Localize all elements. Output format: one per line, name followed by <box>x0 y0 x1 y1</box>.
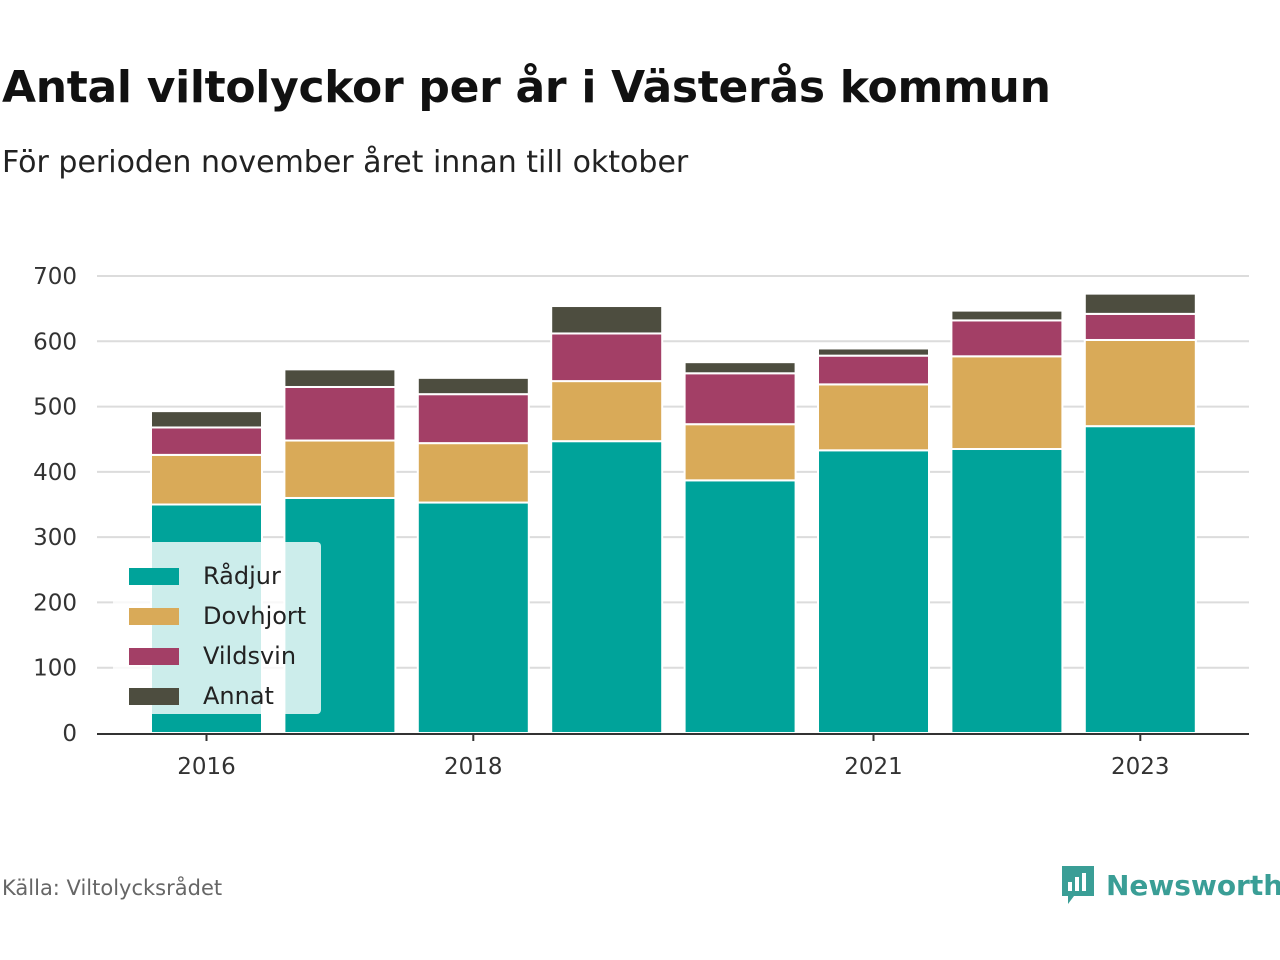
bar-2019-rådjur <box>550 440 664 734</box>
bar-2023-rådjur <box>1083 425 1197 734</box>
bar-2021-rådjur <box>817 449 930 734</box>
x-axis <box>97 733 1249 741</box>
legend-swatch-vildsvin <box>129 647 179 665</box>
x-tick-label: 2023 <box>1111 754 1170 780</box>
bar-2016-vildsvin <box>150 426 263 456</box>
source-note: Källa: Viltolycksrådet <box>2 876 223 900</box>
brand-logo: Newsworthy <box>1060 864 1280 906</box>
legend-item-vildsvin: Vildsvin <box>113 636 321 676</box>
bar-2020-annat <box>683 361 797 375</box>
bar-2019-vildsvin <box>550 332 664 383</box>
bar-2018-annat <box>416 376 530 396</box>
brand-name: Newsworthy <box>1106 868 1280 902</box>
y-tick-label: 400 <box>33 460 77 486</box>
chart-title: Antal viltolyckor per år i Västerås komm… <box>2 62 1051 113</box>
chart-subtitle: För perioden november året innan till ok… <box>2 145 689 180</box>
bar-2021-annat <box>817 347 930 357</box>
bar-2020-dovhjort <box>683 423 797 482</box>
x-tick-label: 2018 <box>444 754 503 780</box>
legend-item-radjur: Rådjur <box>113 556 321 596</box>
bar-2022-dovhjort <box>950 355 1064 451</box>
bar-2017-annat <box>283 368 397 388</box>
bar-2016-dovhjort <box>150 453 263 506</box>
bar-2022-annat <box>950 309 1064 322</box>
bar-2023-dovhjort <box>1083 338 1197 428</box>
x-axis-labels: 2016 2018 2021 2023 <box>177 754 1169 780</box>
bar-2018-vildsvin <box>416 393 530 445</box>
bar-2019-annat <box>550 305 664 335</box>
legend-swatch-annat <box>129 687 179 705</box>
legend-label-dovhjort: Dovhjort <box>203 602 307 630</box>
y-tick-label: 700 <box>33 264 77 290</box>
y-axis-labels: 0 100 200 300 400 500 600 700 <box>33 264 77 747</box>
bar-2020-rådjur <box>683 479 797 735</box>
legend-label-radjur: Rådjur <box>203 562 281 590</box>
y-tick-label: 500 <box>33 395 77 421</box>
y-tick-label: 300 <box>33 525 77 551</box>
bar-2023-vildsvin <box>1083 312 1197 341</box>
legend-label-vildsvin: Vildsvin <box>203 642 297 670</box>
y-tick-label: 100 <box>33 656 77 682</box>
bar-2017-vildsvin <box>283 385 397 442</box>
newsworthy-logo-icon <box>1062 866 1094 904</box>
y-tick-label: 600 <box>33 329 77 355</box>
legend-swatch-radjur <box>129 567 179 585</box>
legend-label-annat: Annat <box>203 682 274 710</box>
bar-2019-dovhjort <box>550 380 664 443</box>
y-tick-label: 0 <box>62 721 77 747</box>
x-tick-label: 2021 <box>844 754 903 780</box>
bar-2022-rådjur <box>950 448 1064 734</box>
bar-2017-dovhjort <box>283 439 397 499</box>
bar-2021-vildsvin <box>817 354 930 386</box>
legend-item-annat: Annat <box>113 676 321 716</box>
bar-2020-vildsvin <box>683 372 797 426</box>
bar-2016-annat <box>150 410 263 429</box>
x-tick-label: 2016 <box>177 754 236 780</box>
bar-2018-dovhjort <box>416 442 530 504</box>
legend: Rådjur Dovhjort Vildsvin Annat <box>113 542 321 714</box>
bar-2022-vildsvin <box>950 319 1064 358</box>
y-tick-label: 200 <box>33 590 77 616</box>
bar-2023-annat <box>1083 292 1197 315</box>
bar-2018-rådjur <box>416 501 530 735</box>
legend-item-dovhjort: Dovhjort <box>113 596 321 636</box>
bar-2021-dovhjort <box>817 383 930 452</box>
legend-swatch-dovhjort <box>129 607 179 625</box>
